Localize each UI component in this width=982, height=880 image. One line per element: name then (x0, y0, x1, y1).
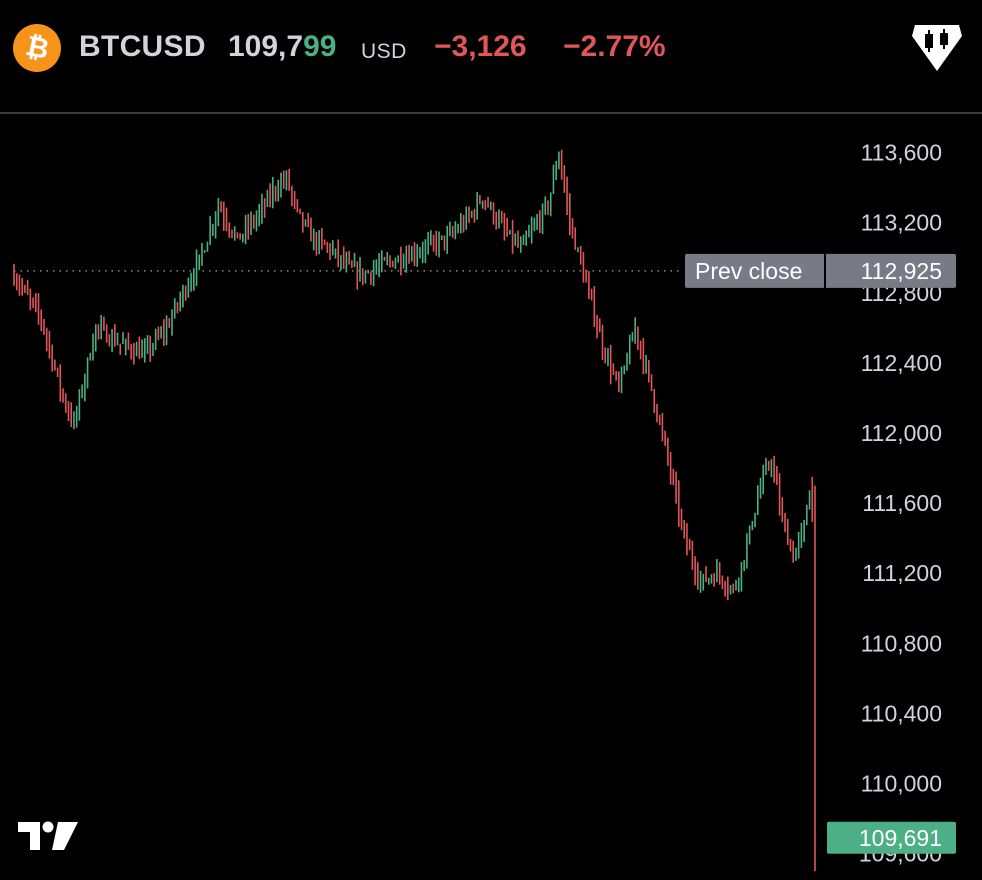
tradingview-logo-icon[interactable] (16, 818, 80, 852)
prev-close-value: 112,925 (861, 258, 942, 284)
symbol-name[interactable]: BTCUSD (79, 30, 206, 63)
y-tick-label: 110,800 (861, 630, 942, 656)
price-change: −3,126 (434, 30, 527, 63)
y-tick-label: 110,400 (861, 700, 942, 726)
last-price-badge: 109,691 (827, 821, 956, 854)
y-tick-label: 111,200 (862, 560, 942, 586)
quote-header: ₿ BTCUSD 109,799 USD −3,126 −2.77% (0, 0, 982, 112)
price-chart[interactable]: 113,600113,200112,800112,400112,000111,6… (0, 114, 982, 880)
candlestick-badge-icon[interactable] (910, 22, 964, 74)
header-divider (0, 112, 982, 114)
y-tick-label: 113,600 (861, 140, 942, 166)
price-tail: 99 (303, 30, 337, 63)
bitcoin-icon: ₿ (13, 24, 61, 72)
currency-label: USD (361, 40, 407, 63)
price-change-percent: −2.77% (563, 30, 666, 63)
y-tick-label: 111,600 (862, 490, 942, 516)
y-tick-label: 113,200 (861, 210, 942, 236)
last-price-value: 109,691 (859, 825, 942, 851)
y-tick-label: 110,000 (861, 771, 942, 797)
y-tick-label: 112,000 (861, 420, 942, 446)
prev-close-badge: Prev close 112,925 (685, 253, 956, 288)
last-price: 109,799 (228, 30, 336, 64)
y-tick-label: 112,400 (861, 350, 942, 376)
prev-close-label: Prev close (695, 258, 802, 284)
price-head: 109,7 (228, 30, 304, 63)
